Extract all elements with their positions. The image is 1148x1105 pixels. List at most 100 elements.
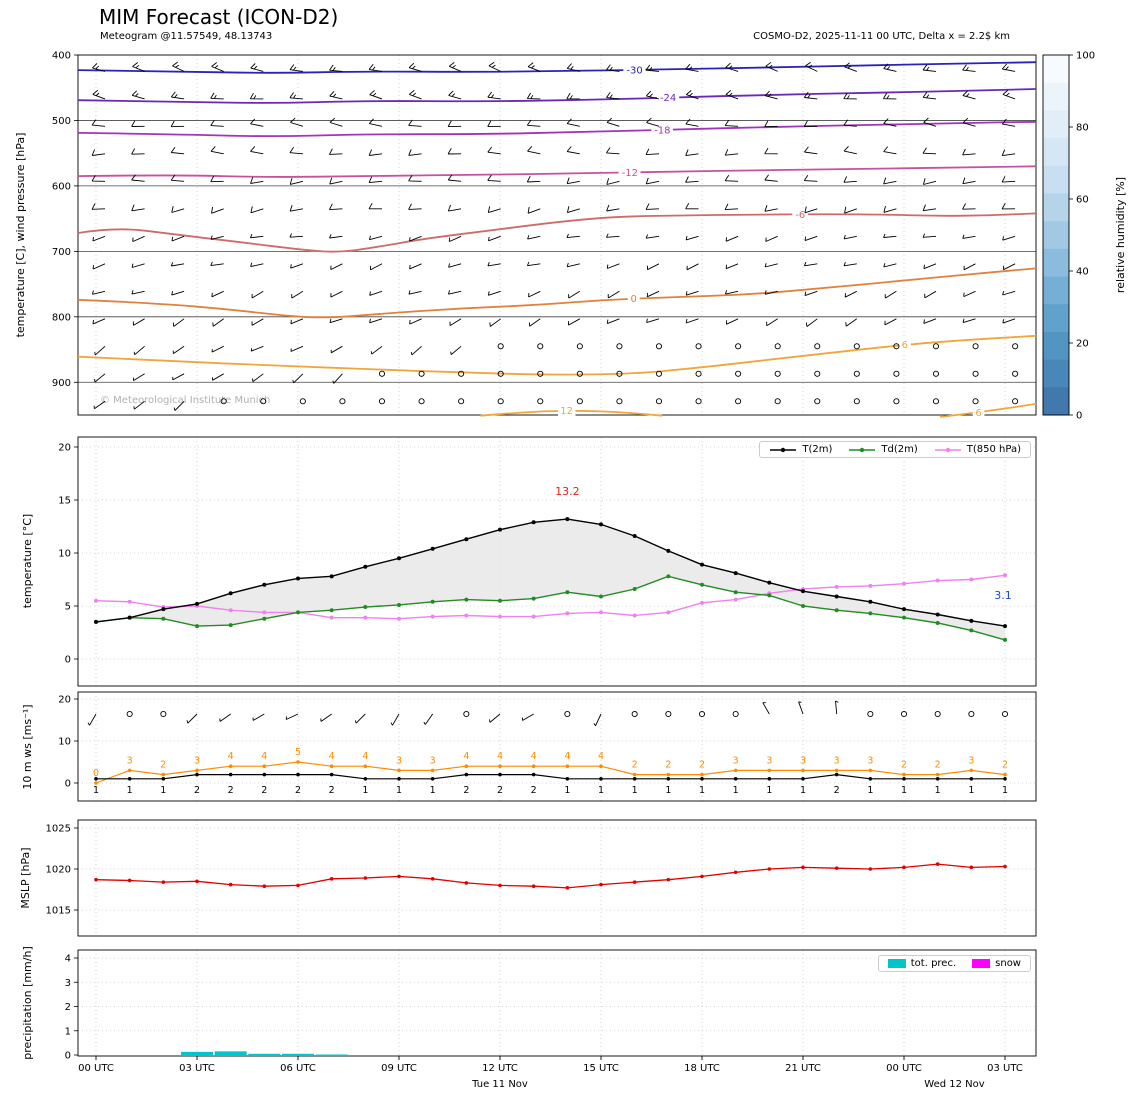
svg-text:2: 2 xyxy=(65,1002,71,1013)
svg-text:4: 4 xyxy=(497,751,503,762)
svg-text:1: 1 xyxy=(1002,785,1008,796)
svg-text:2: 2 xyxy=(632,760,638,771)
legend-item-t-850-hpa-: T(850 hPa) xyxy=(934,444,1021,455)
svg-text:400: 400 xyxy=(52,51,71,62)
svg-text:1: 1 xyxy=(800,785,806,796)
svg-text:1: 1 xyxy=(935,785,941,796)
svg-text:1015: 1015 xyxy=(46,906,71,917)
svg-text:2: 2 xyxy=(497,785,503,796)
svg-text:1: 1 xyxy=(396,785,402,796)
temperature-legend: T(2m) Td(2m) T(850 hPa) xyxy=(759,441,1031,458)
svg-text:4: 4 xyxy=(463,751,469,762)
legend-item-t-2m-: T(2m) xyxy=(769,444,832,455)
legend-label: T(850 hPa) xyxy=(966,444,1021,455)
legend-swatch xyxy=(887,959,906,968)
svg-text:1: 1 xyxy=(93,785,99,796)
legend-label: snow xyxy=(995,958,1021,969)
x-tick-label: 00 UTC xyxy=(78,1063,114,1074)
legend-swatch xyxy=(972,959,991,968)
svg-text:1025: 1025 xyxy=(46,824,71,835)
temperature-ylabel: temperature [°C] xyxy=(21,514,34,608)
svg-text:60: 60 xyxy=(1076,195,1089,206)
svg-text:1: 1 xyxy=(867,785,873,796)
svg-text:0: 0 xyxy=(1076,411,1082,422)
svg-text:3: 3 xyxy=(834,755,840,766)
svg-text:0: 0 xyxy=(65,779,71,790)
svg-text:1: 1 xyxy=(766,785,772,796)
svg-text:1: 1 xyxy=(564,785,570,796)
x-tick-label: 12 UTC xyxy=(482,1063,518,1074)
precipitation-ylabel: precipitation [mm/h] xyxy=(21,946,34,1060)
legend-label: Td(2m) xyxy=(881,444,918,455)
annotation-13.2: 13.2 xyxy=(555,485,580,498)
x-tick-label: 15 UTC xyxy=(583,1063,619,1074)
svg-text:1: 1 xyxy=(665,785,671,796)
svg-text:-24: -24 xyxy=(660,93,676,104)
legend-line-marker xyxy=(849,447,876,452)
svg-text:-30: -30 xyxy=(626,65,642,76)
svg-text:-12: -12 xyxy=(622,168,638,179)
svg-text:1: 1 xyxy=(430,785,436,796)
svg-text:2: 2 xyxy=(1002,760,1008,771)
colorbar-label: relative humidity [%] xyxy=(1114,177,1127,293)
svg-text:2: 2 xyxy=(463,785,469,796)
svg-text:20: 20 xyxy=(58,443,71,454)
day-label: Tue 11 Nov xyxy=(471,1079,528,1090)
svg-text:2: 2 xyxy=(194,785,200,796)
svg-text:1: 1 xyxy=(362,785,368,796)
svg-text:3: 3 xyxy=(733,755,739,766)
svg-text:3: 3 xyxy=(867,755,873,766)
legend-item-snow: snow xyxy=(972,958,1021,969)
svg-text:10: 10 xyxy=(58,737,71,748)
svg-text:500: 500 xyxy=(52,116,71,127)
x-tick-label: 03 UTC xyxy=(987,1063,1023,1074)
svg-text:2: 2 xyxy=(531,785,537,796)
svg-text:4: 4 xyxy=(598,751,604,762)
svg-text:1: 1 xyxy=(699,785,705,796)
precipitation-legend: tot. prec. snow xyxy=(877,955,1031,972)
svg-text:0: 0 xyxy=(65,1051,71,1062)
svg-text:3: 3 xyxy=(194,755,200,766)
upper-air-ylabel: temperature [C], wind pressure [hPa] xyxy=(14,133,27,338)
legend-line-marker xyxy=(770,447,797,452)
day-label: Wed 12 Nov xyxy=(924,1079,984,1090)
svg-text:80: 80 xyxy=(1076,123,1089,134)
svg-text:4: 4 xyxy=(261,751,267,762)
x-tick-label: 03 UTC xyxy=(179,1063,215,1074)
svg-text:1: 1 xyxy=(127,785,133,796)
svg-text:800: 800 xyxy=(52,312,71,323)
svg-text:0: 0 xyxy=(65,655,71,666)
meteogram-coordinates: Meteogram @11.57549, 48.13743 xyxy=(100,31,273,42)
svg-text:1: 1 xyxy=(901,785,907,796)
copyright-note: © Meteorological Institute Munich xyxy=(100,395,271,406)
mslp-ylabel: MSLP [hPa] xyxy=(19,847,32,908)
svg-text:3: 3 xyxy=(127,755,133,766)
svg-text:2: 2 xyxy=(935,760,941,771)
svg-text:2: 2 xyxy=(834,785,840,796)
svg-text:600: 600 xyxy=(52,181,71,192)
svg-text:2: 2 xyxy=(329,785,335,796)
svg-text:2: 2 xyxy=(228,785,234,796)
svg-text:3: 3 xyxy=(766,755,772,766)
x-tick-label: 06 UTC xyxy=(280,1063,316,1074)
svg-text:4: 4 xyxy=(329,751,335,762)
svg-text:4: 4 xyxy=(228,751,234,762)
svg-text:20: 20 xyxy=(58,695,71,706)
legend-line-marker xyxy=(934,447,961,452)
x-tick-label: 00 UTC xyxy=(886,1063,922,1074)
model-run-info: COSMO-D2, 2025-11-11 00 UTC, Delta x = 2… xyxy=(753,31,1010,42)
svg-text:12: 12 xyxy=(560,406,573,417)
svg-text:1: 1 xyxy=(65,1026,71,1037)
legend-label: tot. prec. xyxy=(910,958,957,969)
svg-text:1: 1 xyxy=(968,785,974,796)
svg-text:3: 3 xyxy=(396,755,402,766)
svg-text:40: 40 xyxy=(1076,267,1089,278)
svg-text:5: 5 xyxy=(295,747,301,758)
svg-text:3: 3 xyxy=(800,755,806,766)
legend-item-tot-prec-: tot. prec. xyxy=(887,958,957,969)
svg-text:3: 3 xyxy=(65,978,71,989)
svg-text:6: 6 xyxy=(902,340,908,351)
legend-label: T(2m) xyxy=(802,444,833,455)
